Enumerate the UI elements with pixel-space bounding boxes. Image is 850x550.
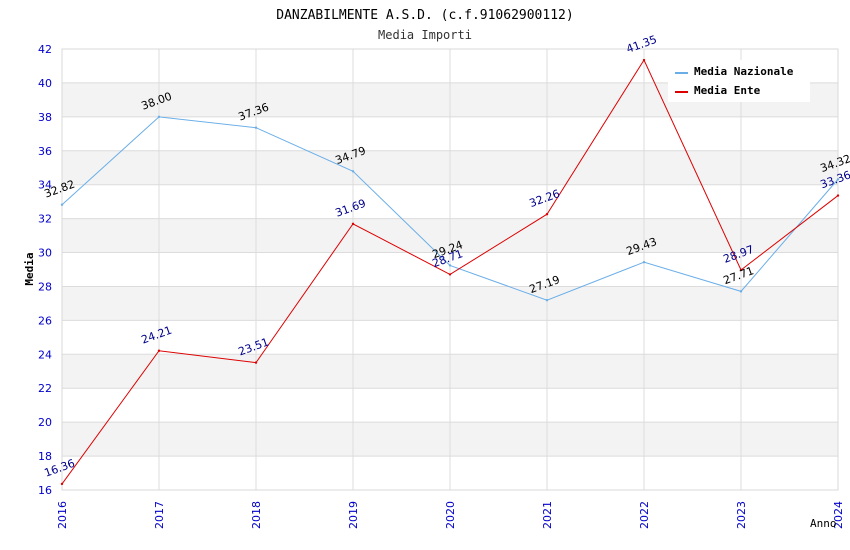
x-tick-label: 2019: [347, 501, 360, 529]
data-point-media-ente: [254, 361, 258, 364]
y-tick-label: 38: [38, 111, 52, 124]
grid-lines: [61, 48, 839, 491]
data-point-media-ente: [351, 222, 355, 226]
data-point-media-ente: [157, 349, 161, 352]
y-tick-label: 20: [38, 416, 52, 429]
chart-subtitle: Media Importi: [378, 28, 472, 42]
y-tick-label: 22: [38, 382, 52, 395]
data-point-media-nazionale: [157, 115, 161, 119]
y-tick-label: 26: [38, 314, 52, 327]
y-tick-label: 16: [38, 484, 52, 497]
y-tick-label: 18: [38, 450, 52, 463]
x-tick-label: 2021: [541, 501, 554, 529]
x-tick-label: 2016: [56, 501, 69, 529]
data-point-media-nazionale: [60, 203, 64, 206]
x-axis: 2016 2017 2018 2019 2020 2021 2022 2023 2024: [56, 501, 845, 529]
y-tick-label: 30: [38, 247, 52, 260]
y-axis: 16 18 20 22 24 26 28 30 32 34 36 38 40 42: [38, 43, 52, 497]
y-tick-label: 36: [38, 145, 52, 158]
y-tick-label: 34: [38, 179, 52, 192]
plot-area: [61, 48, 839, 491]
data-point-media-ente: [739, 268, 743, 272]
data-point-media-ente: [60, 482, 64, 486]
x-tick-label: 2023: [735, 501, 748, 529]
data-point-media-nazionale: [545, 299, 549, 302]
data-point-media-ente: [836, 194, 840, 197]
x-tick-label: 2018: [250, 501, 263, 529]
y-tick-label: 24: [38, 348, 52, 361]
y-axis-label: Media: [23, 252, 36, 285]
legend: Media Nazionale Media Ente: [668, 60, 810, 102]
data-point-media-nazionale: [836, 178, 840, 181]
legend-label-media-nazionale: Media Nazionale: [694, 65, 794, 78]
series-layer: [60, 58, 840, 486]
data-point-media-nazionale: [351, 170, 355, 173]
x-tick-label: 2024: [832, 501, 845, 529]
y-tick-label: 42: [38, 43, 52, 56]
y-tick-label: 28: [38, 280, 52, 293]
x-tick-label: 2022: [638, 501, 651, 529]
data-point-media-ente: [545, 213, 549, 216]
chart-title: DANZABILMENTE A.S.D. (c.f.91062900112): [276, 8, 573, 23]
data-point-media-ente: [642, 58, 646, 62]
legend-box: [668, 60, 810, 102]
data-point-media-ente: [448, 273, 452, 276]
legend-label-media-ente: Media Ente: [694, 84, 761, 97]
data-point-media-nazionale: [739, 290, 743, 293]
y-tick-label: 40: [38, 77, 52, 90]
x-tick-label: 2017: [153, 501, 166, 529]
x-tick-label: 2020: [444, 501, 457, 529]
y-tick-label: 32: [38, 213, 52, 226]
data-point-media-nazionale: [254, 126, 258, 129]
data-point-media-nazionale: [642, 261, 646, 264]
x-axis-label: Anno: [810, 517, 837, 530]
data-point-media-nazionale: [448, 264, 452, 267]
